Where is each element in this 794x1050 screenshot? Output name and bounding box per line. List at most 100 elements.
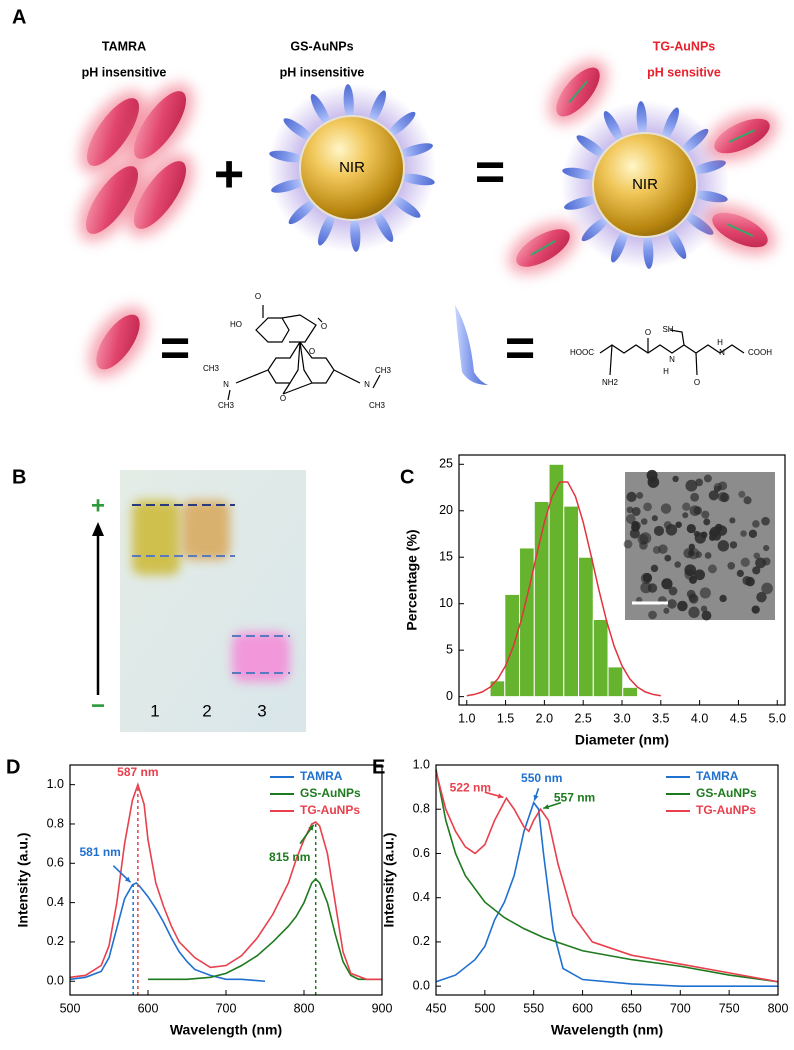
y-tick-label: 0.0 [413, 978, 430, 992]
ligand [283, 118, 314, 141]
gsh-structure [599, 329, 745, 376]
arrow-head [543, 804, 550, 810]
tem-particle [756, 591, 767, 603]
tem-particle [736, 569, 744, 578]
atom-label: O [255, 292, 261, 301]
y-axis-title: Percentage (%) [404, 529, 420, 630]
tem-particle [738, 490, 746, 498]
nanoparticles [78, 59, 778, 385]
tem-particle [761, 582, 773, 595]
dye [86, 98, 140, 166]
tem-particle [752, 520, 760, 528]
tem-particle [703, 474, 712, 483]
series-line [435, 771, 779, 983]
tem-particle [631, 506, 641, 516]
arrow-head [308, 824, 314, 831]
ligand [662, 107, 680, 141]
tem-particle [668, 586, 678, 596]
tem-particle [719, 594, 727, 603]
ligand [643, 232, 654, 269]
bar [563, 505, 580, 698]
tem-particle [694, 532, 706, 544]
ligand [603, 111, 624, 144]
x-tick-label: 600 [572, 1001, 593, 1015]
panel-label: A [12, 6, 26, 28]
y-tick-label: 0.0 [47, 974, 64, 988]
tem-particle [663, 607, 670, 614]
x-tick-label: 4.0 [691, 711, 708, 725]
tem-particle [674, 561, 681, 568]
x-tick-label: 2.0 [536, 711, 553, 725]
tem-particle [752, 566, 761, 575]
lane-label: 1 [150, 701, 159, 720]
x-axis-title: Wavelength (nm) [170, 1022, 282, 1038]
atom-label: N [223, 380, 229, 389]
tem-particle [658, 544, 668, 554]
panel-label: B [12, 466, 26, 488]
item-note: pH insensitive [82, 65, 167, 79]
tem-particle [643, 502, 652, 512]
annotation: 550 nm [521, 771, 562, 785]
y-tick-label: 0.8 [413, 802, 430, 816]
y-tick-label: 0.4 [413, 890, 430, 904]
tem-particle [653, 525, 665, 536]
tem-particle [762, 557, 771, 566]
tem-particle [651, 515, 658, 522]
gold-core [592, 132, 698, 238]
atom-label: CH3 [203, 364, 220, 373]
tem-particle [688, 593, 698, 602]
band [132, 500, 180, 575]
lane-label: 2 [202, 701, 211, 720]
bar [489, 680, 506, 698]
atom-label: O [645, 328, 651, 337]
x-tick-label: 1.5 [497, 711, 514, 725]
annotation: 522 nm [450, 780, 491, 794]
atom-label: CH3 [369, 401, 386, 410]
x-tick-label: 4.5 [730, 711, 747, 725]
tem-particle [672, 475, 679, 483]
x-tick-label: 2.5 [574, 711, 591, 725]
item-name: TAMRA [102, 39, 146, 53]
ligand [581, 216, 610, 242]
operator: = [505, 320, 535, 378]
x-tick-label: 5.0 [769, 711, 786, 725]
atom-label: CH3 [218, 401, 235, 410]
tem-particle [675, 521, 682, 528]
bond-lines [599, 329, 745, 376]
ligand [373, 209, 394, 242]
tem-particle [660, 503, 672, 514]
bar [622, 686, 639, 698]
y-tick-label: 0.8 [47, 816, 64, 830]
x-tick-label: 550 [523, 1001, 544, 1015]
lane-label: 3 [257, 701, 266, 720]
atom-label: O [280, 394, 286, 403]
y-tick-label: 20 [439, 503, 453, 517]
dipole-arrow [568, 80, 588, 104]
gold-core [299, 115, 405, 221]
dipole-arrow [530, 240, 556, 256]
charts: 1.0 1.5 2.0 2.5 3.0 3.5 4.0 4.5 5.0 0 5 10 15 20 25 Dia… [6, 454, 788, 1038]
core-label: NIR [632, 176, 658, 193]
ligand [387, 111, 416, 137]
tem-particle [647, 583, 658, 593]
tem-particle [743, 496, 752, 505]
ligand [317, 212, 335, 246]
annotation: 815 nm [269, 850, 310, 864]
tem-particle [626, 491, 637, 503]
ligand [666, 226, 687, 259]
tem-particle [714, 523, 723, 532]
x-tick-label: 500 [60, 1001, 81, 1015]
series-line [69, 782, 382, 981]
x-axis-title: Wavelength (nm) [551, 1022, 663, 1038]
tem-particle [623, 539, 633, 549]
ligand [455, 305, 488, 385]
bar [607, 666, 624, 698]
tem-particle [626, 506, 634, 514]
ligand [310, 94, 331, 127]
x-tick-label: 700 [670, 1001, 691, 1015]
tem-particle [729, 541, 738, 549]
atom-label: N [364, 380, 370, 389]
x-tick-label: 500 [474, 1001, 495, 1015]
